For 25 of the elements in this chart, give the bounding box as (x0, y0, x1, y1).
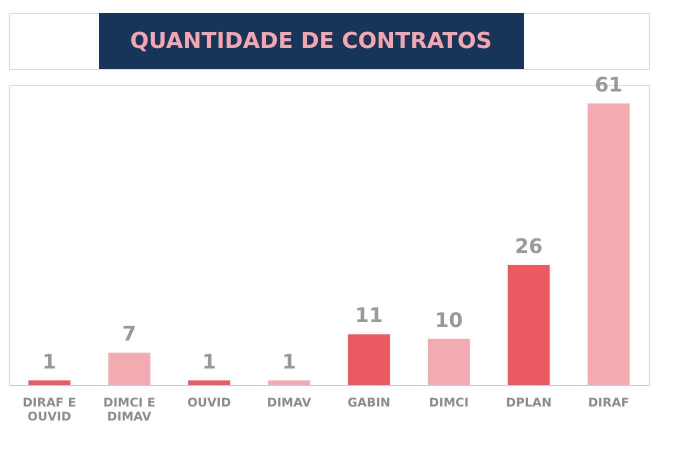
bar (28, 380, 70, 385)
x-tick-label: DIRAF (588, 396, 630, 410)
bar (588, 103, 630, 385)
x-tick-label: DPLAN (506, 396, 552, 410)
x-tick-label: DIMCI (429, 396, 469, 410)
data-label: 1 (282, 349, 296, 374)
data-label: 26 (514, 234, 543, 258)
data-label: 10 (434, 308, 463, 332)
data-label: 1 (42, 349, 56, 374)
bar (348, 334, 390, 385)
chart-title: QUANTIDADE DE CONTRATOS (130, 29, 492, 54)
data-label: 11 (355, 303, 383, 328)
bar (508, 265, 550, 385)
x-tick-label: DIRAF E OUVID (22, 396, 76, 424)
data-label: 1 (202, 349, 216, 374)
data-label: 61 (594, 72, 623, 96)
x-tick-label: DIMCI E DIMAV (103, 396, 156, 424)
x-tick-label: DIMAV (266, 396, 312, 410)
bar (188, 380, 230, 385)
bar (268, 380, 310, 385)
x-tick-label: GABIN (348, 396, 390, 410)
bar (108, 352, 150, 385)
x-tick-label: OUVID (187, 396, 232, 410)
data-label: 7 (122, 322, 136, 346)
bar (428, 338, 470, 385)
